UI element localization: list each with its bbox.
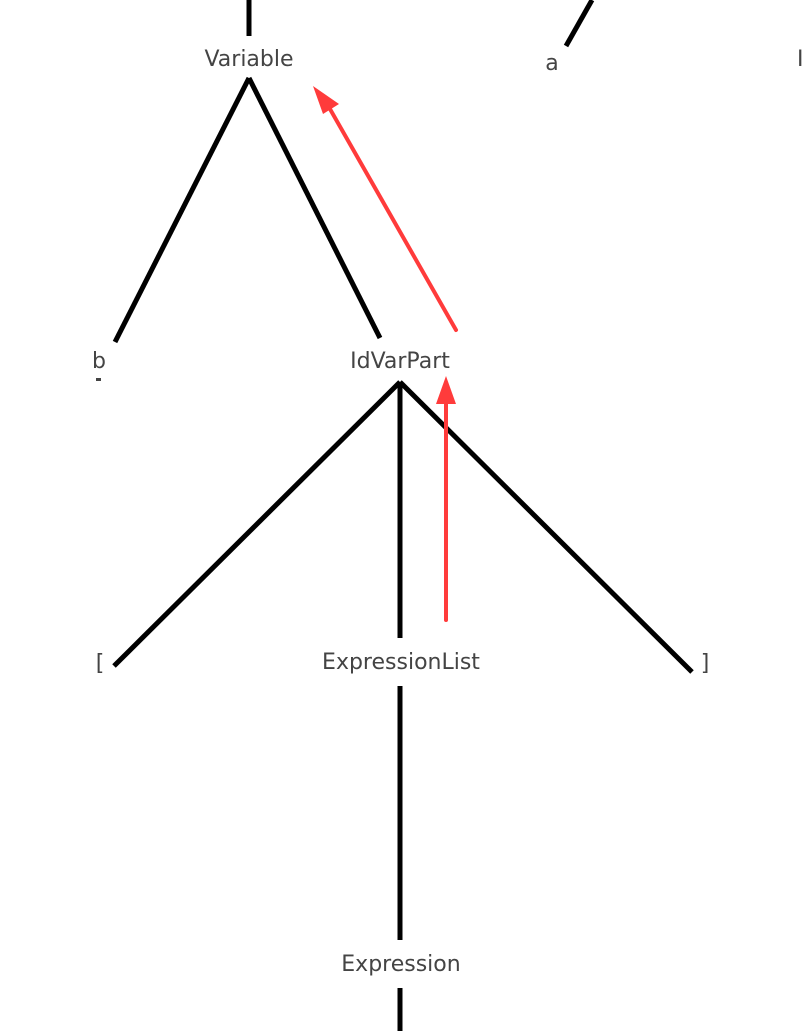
node-expression: Expression	[341, 952, 460, 977]
annotation-arrow-to-variable	[313, 86, 458, 332]
node-lbracket: [	[96, 651, 105, 676]
edge-to-a	[563, 0, 595, 48]
annotation-arrow-to-idvarpart	[436, 376, 456, 622]
node-b: b	[92, 349, 106, 374]
node-idvarpart: IdVarPart	[350, 349, 450, 374]
edge-variable-to-idvarpart	[246, 76, 383, 340]
node-expressionlist: ExpressionList	[322, 650, 480, 675]
edge-variable-to-b	[112, 76, 252, 344]
node-b-mark	[96, 378, 101, 381]
edge-idvarpart-to-lbracket	[112, 380, 402, 668]
node-variable: Variable	[204, 47, 293, 72]
node-a: a	[545, 51, 558, 76]
node-rbracket: ]	[701, 651, 710, 676]
edge-idvarpart-to-rbracket	[398, 380, 694, 674]
node-right-partial: I	[797, 47, 802, 72]
